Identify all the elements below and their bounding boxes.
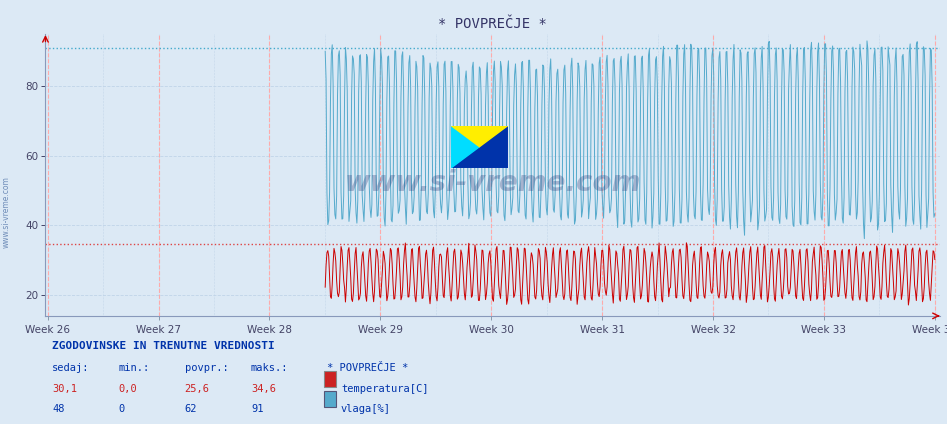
- Text: 48: 48: [52, 404, 64, 414]
- Text: min.:: min.:: [118, 363, 150, 373]
- Text: www.si-vreme.com: www.si-vreme.com: [2, 176, 11, 248]
- Polygon shape: [451, 126, 479, 168]
- Text: maks.:: maks.:: [251, 363, 289, 373]
- Text: temperatura[C]: temperatura[C]: [341, 384, 428, 394]
- Text: www.si-vreme.com: www.si-vreme.com: [345, 169, 641, 197]
- Text: 25,6: 25,6: [185, 384, 209, 394]
- Text: 0,0: 0,0: [118, 384, 137, 394]
- Text: 62: 62: [185, 404, 197, 414]
- Polygon shape: [451, 126, 508, 168]
- Text: 30,1: 30,1: [52, 384, 77, 394]
- Text: 34,6: 34,6: [251, 384, 276, 394]
- Text: * POVPREČJE *: * POVPREČJE *: [327, 363, 408, 373]
- Text: povpr.:: povpr.:: [185, 363, 228, 373]
- Text: 0: 0: [118, 404, 125, 414]
- Text: sedaj:: sedaj:: [52, 363, 90, 373]
- Title: * POVPREČJE *: * POVPREČJE *: [438, 17, 547, 31]
- Polygon shape: [451, 126, 508, 147]
- Text: vlaga[%]: vlaga[%]: [341, 404, 391, 414]
- Text: ZGODOVINSKE IN TRENUTNE VREDNOSTI: ZGODOVINSKE IN TRENUTNE VREDNOSTI: [52, 341, 275, 351]
- Text: 91: 91: [251, 404, 263, 414]
